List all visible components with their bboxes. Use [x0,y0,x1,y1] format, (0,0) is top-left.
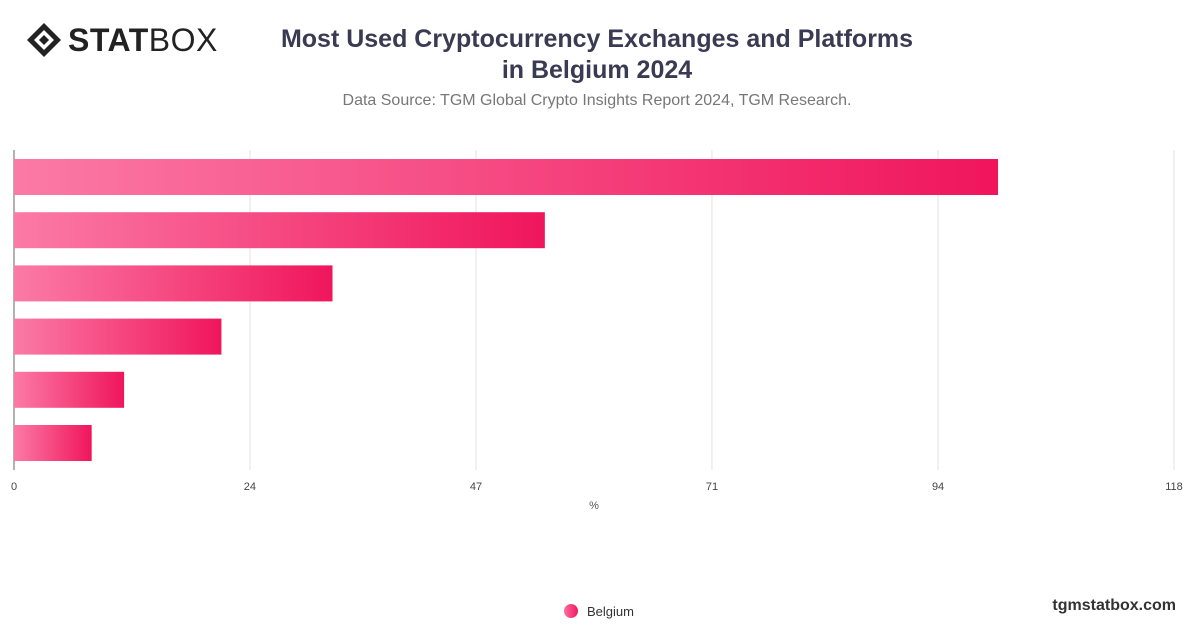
x-tick-label: 118 [1165,481,1183,493]
chart-title: Most Used Cryptocurrency Exchanges and P… [0,24,1194,86]
x-tick-label: 71 [706,481,718,493]
grid-lines [13,150,1175,470]
bar[interactable] [14,371,125,408]
x-tick-label: 94 [932,481,944,493]
bar[interactable] [14,318,222,355]
x-tick-label: 24 [244,481,256,493]
legend-marker [564,604,578,618]
chart-title-line2: in Belgium 2024 [501,56,693,84]
bar[interactable] [14,425,92,461]
bar[interactable] [14,212,545,249]
website-credit: tgmstatbox.com [1052,597,1176,614]
bar[interactable] [14,265,333,302]
x-tick-label: 47 [470,481,482,493]
x-tick-label: 0 [11,481,17,493]
chart-subtitle: Data Source: TGM Global Crypto Insights … [342,92,852,109]
bars [14,159,999,461]
legend[interactable]: Belgium [564,602,634,620]
logo-text-light: BOX [148,22,218,58]
logo-wordmark: STATBOX [68,22,218,58]
legend-label-belgium: Belgium [587,603,634,619]
statbox-logo: STATBOX [26,22,218,58]
logo-text-bold: STAT [68,22,149,58]
x-axis-ticks: 0 24 47 71 94 118 [11,481,1183,493]
chart-title-line1: Most Used Cryptocurrency Exchanges and P… [280,25,914,53]
bar[interactable] [14,159,999,195]
statbox-diamond-icon [27,23,61,57]
x-axis-label: % [589,500,599,512]
